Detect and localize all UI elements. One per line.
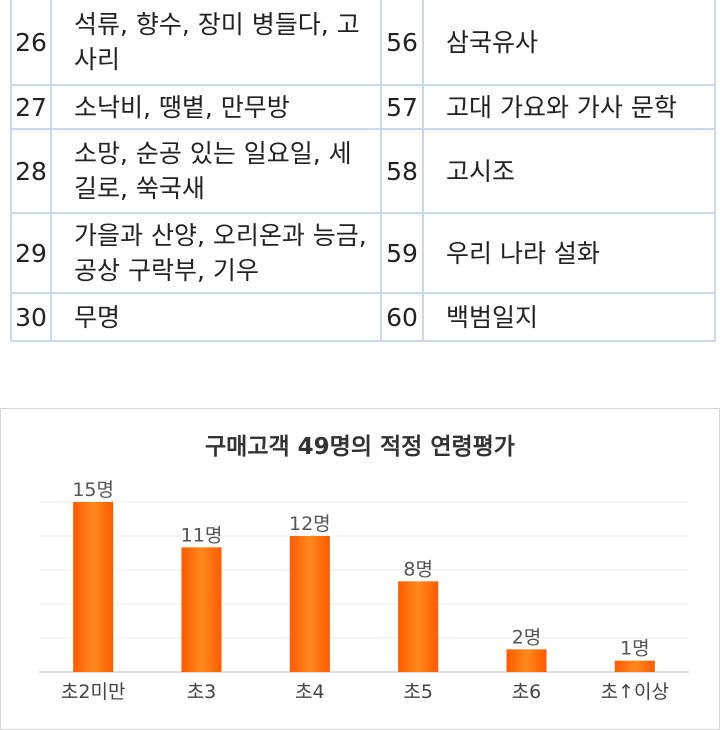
volume-number-cell: 60: [380, 292, 424, 342]
data-label: 1명: [620, 638, 650, 660]
x-tick-label: 초5: [403, 681, 433, 703]
book-title-cell: 석류, 향수, 장미 병들다, 고사리: [50, 0, 382, 86]
book-title-cell: 백범일지: [422, 292, 716, 342]
volume-number-cell: 29: [10, 212, 52, 294]
x-tick-label: 초4: [295, 681, 325, 703]
bar-초↑이상: [614, 660, 655, 672]
book-title-cell: 소망, 순공 있는 일요일, 세 길로, 쑥국새: [50, 128, 382, 214]
book-title-cell: 고대 가요와 가사 문학: [422, 84, 716, 130]
x-tick-label: 초6: [512, 681, 542, 703]
table-row: 30 무명 60 백범일지: [10, 292, 716, 342]
data-label: 15명: [72, 479, 114, 501]
volume-number-cell: 26: [10, 0, 52, 86]
volume-number-cell: 57: [380, 84, 424, 130]
data-label: 8명: [403, 558, 433, 580]
book-title-cell: 고시조: [422, 128, 716, 214]
bar-초5: [398, 581, 439, 672]
data-label: 11명: [181, 524, 223, 546]
book-title-cell: 삼국유사: [422, 0, 716, 86]
bar-초6: [506, 649, 547, 672]
volume-number-cell: 30: [10, 292, 52, 342]
table-row: 27 소낙비, 땡볕, 만무방 57 고대 가요와 가사 문학: [10, 84, 716, 130]
volume-number-cell: 58: [380, 128, 424, 214]
book-list-table: 26 석류, 향수, 장미 병들다, 고사리 56 삼국유사 27 소낙비, 땡볕, 만무…: [10, 0, 716, 342]
data-label: 2명: [512, 626, 542, 648]
book-title-cell: 소낙비, 땡볕, 만무방: [50, 84, 382, 130]
book-title-cell: 가을과 산양, 오리온과 능금, 공상 구락부, 기우: [50, 212, 382, 294]
volume-number-cell: 56: [380, 0, 424, 86]
bar-초3: [181, 547, 222, 672]
volume-number-cell: 59: [380, 212, 424, 294]
chart-title: 구매고객 49명의 적정 연령평가: [205, 434, 515, 460]
book-title-cell: 우리 나라 설화: [422, 212, 716, 294]
x-tick-label: 초2미만: [61, 681, 126, 703]
bar-초4: [289, 536, 330, 672]
volume-number-cell: 28: [10, 128, 52, 214]
table-row: 29 가을과 산양, 오리온과 능금, 공상 구락부, 기우 59 우리 나라 설화: [10, 212, 716, 294]
book-title-cell: 무명: [50, 292, 382, 342]
table-row: 26 석류, 향수, 장미 병들다, 고사리 56 삼국유사: [10, 0, 716, 86]
x-tick-label: 초↑이상: [601, 681, 669, 703]
table-row: 28 소망, 순공 있는 일요일, 세 길로, 쑥국새 58 고시조: [10, 128, 716, 214]
volume-number-cell: 27: [10, 84, 52, 130]
x-tick-label: 초3: [187, 681, 217, 703]
bar-초2미만: [73, 502, 114, 672]
data-label: 12명: [289, 513, 331, 535]
